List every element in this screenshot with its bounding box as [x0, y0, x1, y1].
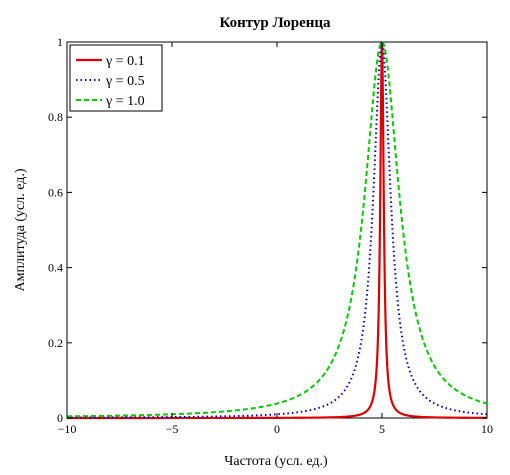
y-axis-ticks: 0 0.2 0.4 0.6 0.8 1	[48, 35, 487, 425]
y-axis-label: Амплитуда (усл. ед.)	[13, 168, 28, 291]
legend-label-1: γ = 0.1	[105, 54, 145, 69]
x-tick-label: 10	[481, 422, 493, 436]
series-line-3	[66, 40, 488, 418]
x-axis-ticks: −10 −5 0 5 10	[58, 42, 493, 436]
x-tick-label: −10	[58, 422, 77, 436]
y-tick-label: 1	[57, 35, 63, 49]
y-tick-label: 0.6	[48, 185, 63, 199]
y-tick-label: 0	[57, 411, 63, 425]
legend: γ = 0.1 γ = 0.5 γ = 1.0	[69, 44, 163, 112]
x-tick-label: −5	[166, 422, 179, 436]
legend-label-3: γ = 1.0	[105, 94, 145, 109]
y-tick-label: 0.4	[48, 261, 63, 275]
y-tick-label: 0.8	[48, 110, 63, 124]
chart-title: Контур Лоренца	[219, 15, 331, 31]
legend-label-2: γ = 0.5	[105, 74, 145, 89]
y-tick-label: 0.2	[48, 336, 63, 350]
x-tick-label: 5	[379, 422, 385, 436]
x-axis-label: Частота (усл. ед.)	[224, 454, 328, 469]
x-tick-label: 0	[274, 422, 280, 436]
